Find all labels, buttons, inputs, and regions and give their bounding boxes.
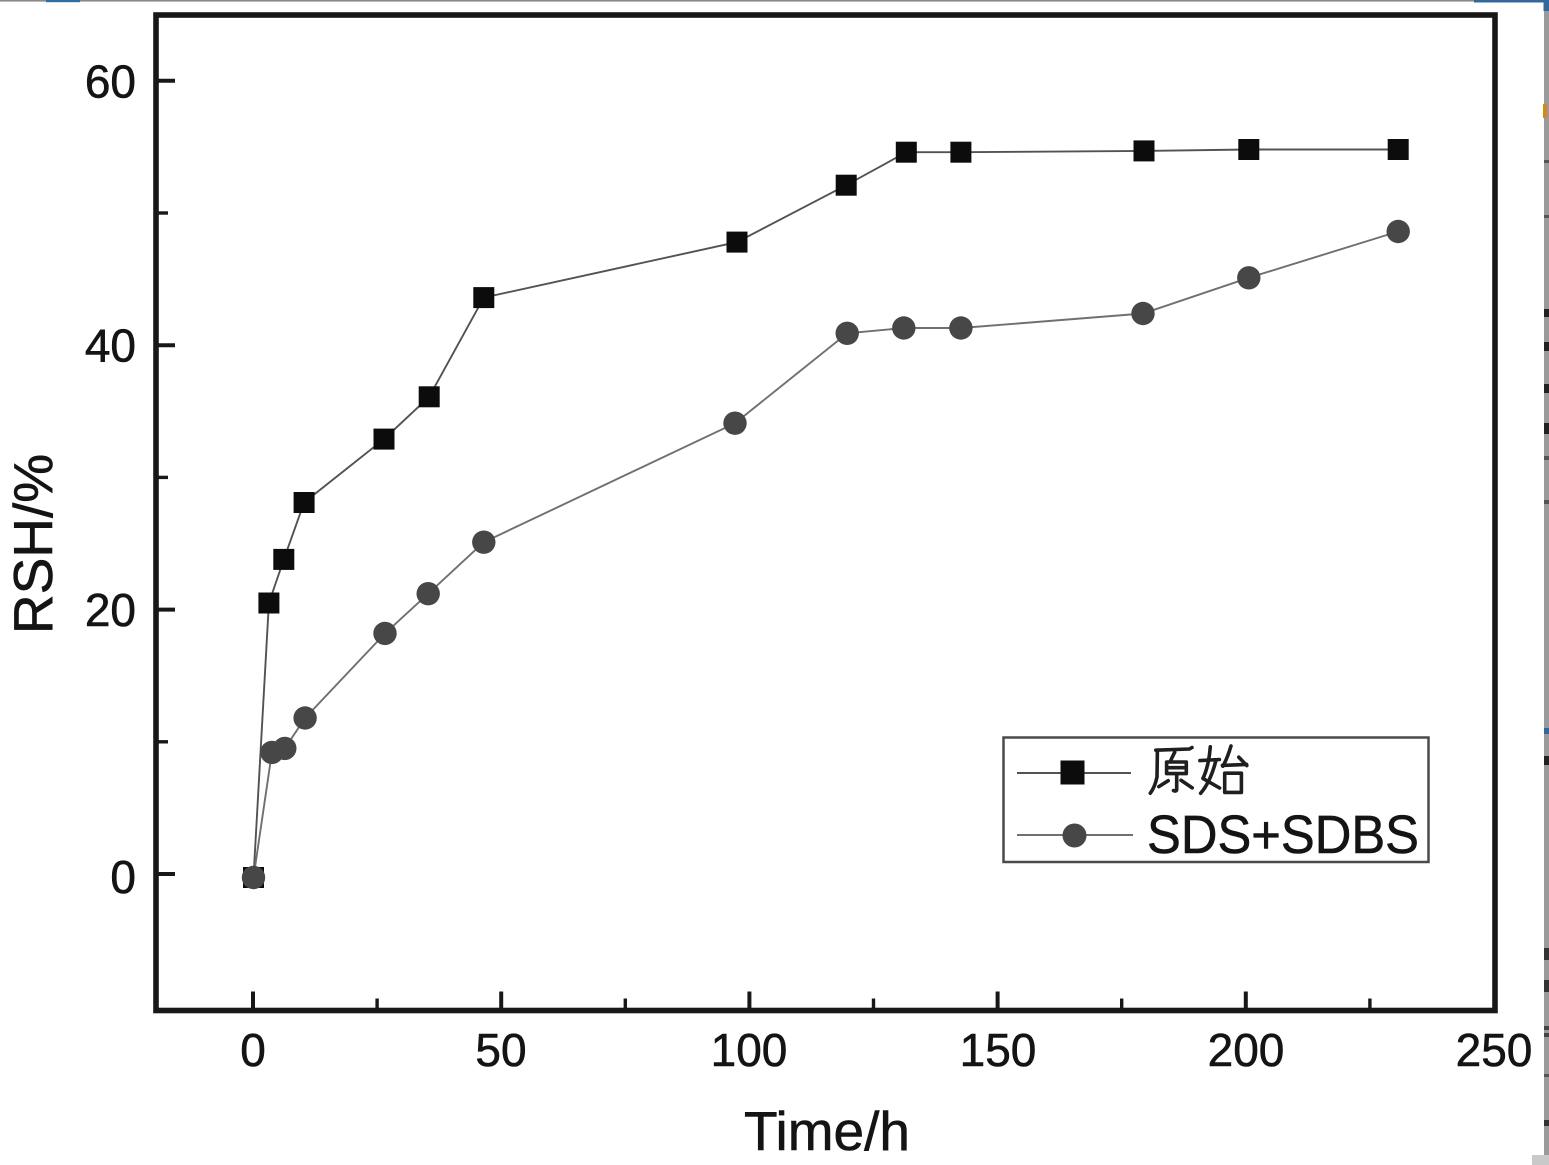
svg-text:200: 200 bbox=[1208, 1024, 1285, 1076]
svg-text:150: 150 bbox=[960, 1024, 1037, 1076]
svg-text:SDS+SDBS: SDS+SDBS bbox=[1147, 805, 1419, 865]
svg-text:250: 250 bbox=[1456, 1024, 1533, 1076]
svg-text:100: 100 bbox=[711, 1024, 788, 1076]
svg-text:60: 60 bbox=[85, 55, 136, 107]
svg-text:20: 20 bbox=[85, 584, 136, 636]
svg-text:0: 0 bbox=[240, 1024, 266, 1076]
svg-text:0: 0 bbox=[110, 851, 136, 903]
svg-text:RSH/%: RSH/% bbox=[2, 454, 64, 634]
svg-text:40: 40 bbox=[85, 320, 136, 372]
svg-text:Time/h: Time/h bbox=[744, 1100, 910, 1162]
svg-text:50: 50 bbox=[475, 1024, 526, 1076]
